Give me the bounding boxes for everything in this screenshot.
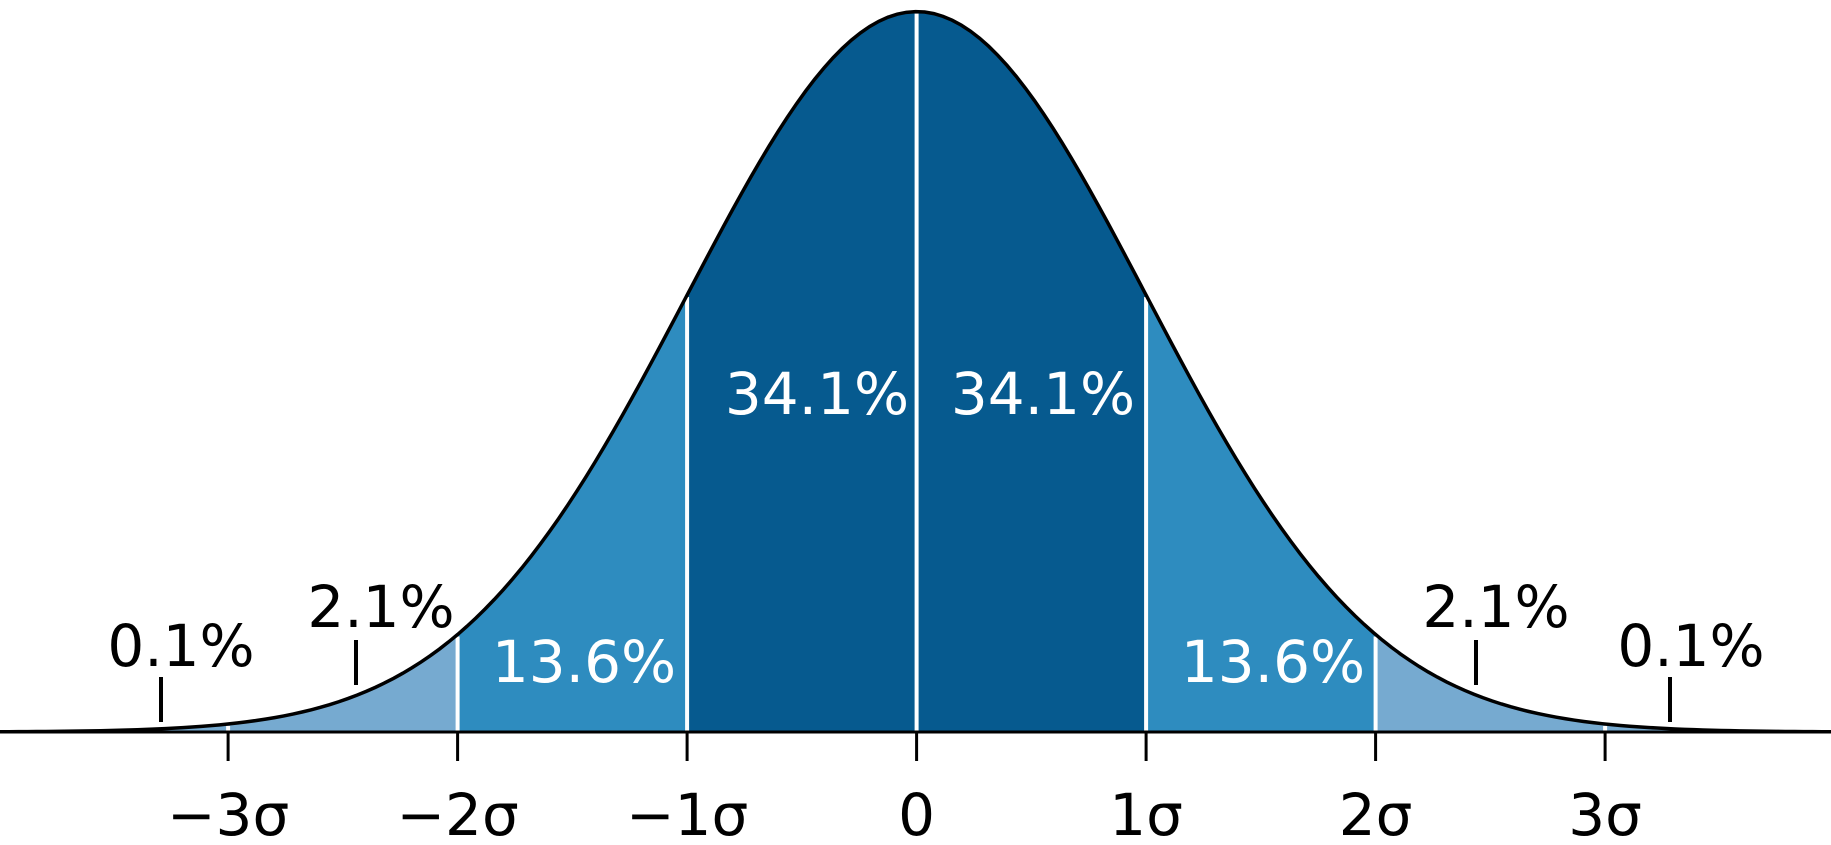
x-tick-label: −2σ [396, 781, 518, 845]
value-label: 2.1% [1422, 573, 1569, 641]
value-label: 34.1% [725, 360, 909, 428]
value-label: 2.1% [307, 573, 454, 641]
x-tick-label: 3σ [1568, 781, 1642, 845]
x-tick-label: −1σ [626, 781, 748, 845]
curve [0, 9, 1831, 734]
x-tick-label: 1σ [1109, 781, 1183, 845]
region [1375, 634, 1606, 732]
value-label: 0.1% [107, 612, 254, 680]
x-tick-label: 2σ [1339, 781, 1413, 845]
value-label: 13.6% [492, 628, 676, 696]
value-label: 13.6% [1181, 628, 1365, 696]
value-label: 34.1% [951, 360, 1135, 428]
x-tick-label: 0 [898, 781, 935, 845]
x-tick-label: −3σ [167, 781, 289, 845]
value-label: 0.1% [1617, 612, 1764, 680]
region [228, 634, 458, 732]
